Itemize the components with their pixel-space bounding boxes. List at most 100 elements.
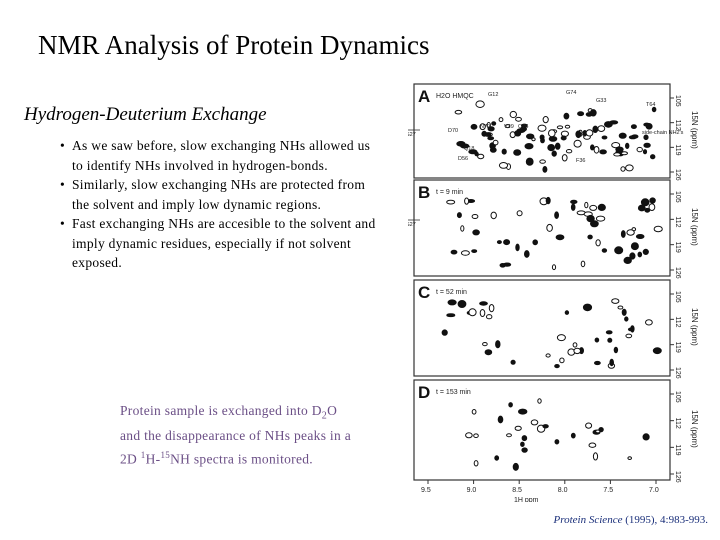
nmr-peak xyxy=(490,211,497,220)
nmr-peak xyxy=(514,425,522,431)
ppm-tick-label: 119 xyxy=(674,144,681,155)
bullet-list: • As we saw before, slow exchanging NHs … xyxy=(60,136,380,273)
nmr-peak xyxy=(590,220,599,228)
bullet-item: • As we saw before, slow exchanging NHs … xyxy=(60,136,380,175)
nmr-peak xyxy=(617,305,624,310)
nmr-peak xyxy=(473,460,479,467)
nmr-peak xyxy=(652,347,662,355)
nmr-peak xyxy=(611,142,621,149)
nmr-peak xyxy=(649,197,656,204)
peak-annotation: D70 xyxy=(448,128,458,134)
nmr-peak xyxy=(585,129,594,137)
nmr-peak xyxy=(642,149,648,155)
caption-part: NH spectra is monitored. xyxy=(170,451,313,467)
h-axis-tick-label: 8.0 xyxy=(558,487,568,494)
nmr-peak xyxy=(621,308,627,316)
nmr-peak xyxy=(545,196,551,205)
nmr-peak xyxy=(555,234,565,241)
nmr-peak xyxy=(513,149,522,156)
nmr-peak xyxy=(548,129,556,138)
nmr-peak xyxy=(637,251,643,258)
nmr-peak xyxy=(525,157,534,166)
nmr-peak xyxy=(627,456,632,461)
nmr-peak xyxy=(482,342,488,347)
nmr-peak xyxy=(471,249,478,254)
nmr-peak xyxy=(465,432,473,439)
nmr-peak xyxy=(627,327,635,332)
nmr-peak xyxy=(498,162,509,169)
nmr-peak xyxy=(599,149,607,155)
nmr-peak xyxy=(521,435,528,442)
nmr-peak xyxy=(554,439,560,445)
nmr-peak xyxy=(515,243,520,252)
bullet-dot-icon: • xyxy=(60,177,66,192)
nmr-peak xyxy=(586,214,595,223)
nmr-peak xyxy=(456,212,462,219)
nmr-peak xyxy=(645,319,653,326)
nmr-peak xyxy=(613,152,622,157)
nmr-peak xyxy=(618,132,627,139)
nmr-peak xyxy=(468,308,477,317)
nmr-peak xyxy=(484,349,493,356)
nmr-peak xyxy=(475,100,485,109)
peak-annotation: G74 xyxy=(566,90,576,96)
nmr-peak xyxy=(495,340,501,349)
nmr-peak xyxy=(497,415,504,424)
nmr-peak xyxy=(494,455,500,461)
nmr-peak xyxy=(625,333,633,339)
nmr-peak xyxy=(539,159,546,164)
nmr-peak xyxy=(479,301,488,306)
ppm-axis-label: 15N (ppm) xyxy=(690,308,699,346)
nmr-peak xyxy=(487,136,495,141)
nmr-peak xyxy=(499,263,506,268)
nmr-peak xyxy=(597,125,606,132)
nmr-peak xyxy=(563,112,570,120)
nmr-peak xyxy=(595,239,601,247)
ppm-tick-label: 105 xyxy=(674,391,681,403)
nmr-peak xyxy=(623,256,632,264)
nmr-peak xyxy=(551,150,557,157)
nmr-peak xyxy=(551,264,557,271)
h-axis-tick-label: 7.0 xyxy=(649,487,659,494)
nmr-peak xyxy=(524,142,534,150)
nmr-peak xyxy=(565,149,573,154)
nmr-peak xyxy=(625,164,634,172)
nmr-peak xyxy=(542,116,549,124)
nmr-peak xyxy=(626,229,635,236)
nmr-peak xyxy=(582,303,593,312)
nmr-peak xyxy=(537,398,542,404)
nmr-peak xyxy=(609,120,619,125)
nmr-peak xyxy=(635,234,645,239)
nmr-peak xyxy=(573,139,582,148)
peak-marker-label: S27 xyxy=(408,132,416,138)
nmr-peak xyxy=(547,144,556,152)
nmr-peak xyxy=(595,215,606,222)
nmr-peak xyxy=(506,433,512,438)
nmr-peak xyxy=(554,211,560,219)
ppm-tick-label: 126 xyxy=(674,471,681,483)
nmr-peak xyxy=(515,116,522,122)
nmr-peak xyxy=(629,252,636,260)
nmr-peak xyxy=(532,239,538,246)
nmr-peak xyxy=(460,225,465,232)
h-axis-tick-label: 8.5 xyxy=(512,487,522,494)
panel-label: H2O HMQC xyxy=(436,93,474,100)
nmr-peak xyxy=(554,364,560,369)
nmr-peak xyxy=(577,111,585,117)
peak-annotation: G12 xyxy=(488,92,498,98)
bullet-item: • Similarly, slow exchanging NHs are pro… xyxy=(60,175,380,214)
nmr-peak xyxy=(548,136,558,142)
nmr-peak xyxy=(560,135,567,141)
nmr-peak xyxy=(545,353,551,358)
ppm-tick-label: 126 xyxy=(674,367,681,379)
nmr-peak xyxy=(589,204,598,211)
slide-subtitle: Hydrogen-Deuterium Exchange xyxy=(24,104,267,125)
ppm-tick-label: 112 xyxy=(674,120,681,131)
panel-letter: D xyxy=(418,383,430,402)
nmr-peak xyxy=(503,239,511,246)
bullet-text: Similarly, slow exchanging NHs are prote… xyxy=(72,177,366,212)
peak-annotation: G33 xyxy=(596,98,606,104)
nmr-peak xyxy=(592,125,599,133)
h-axis-tick-label: 9.0 xyxy=(467,487,477,494)
nmr-peak xyxy=(624,316,629,322)
